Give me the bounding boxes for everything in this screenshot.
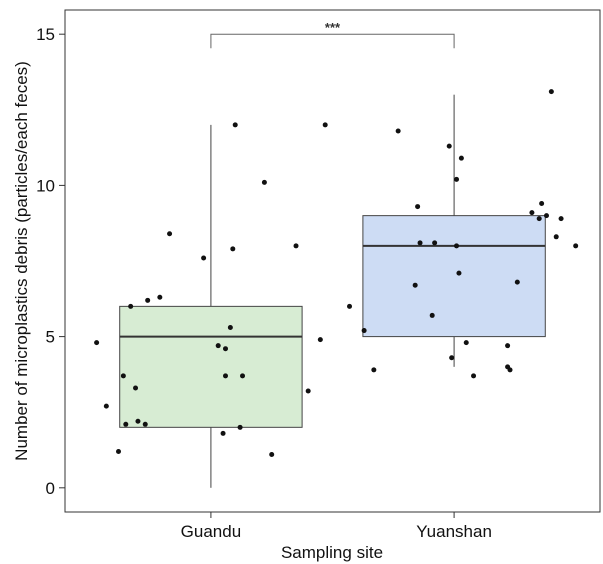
data-point (558, 216, 564, 222)
data-point (94, 340, 100, 346)
data-point (230, 246, 236, 252)
x-tick-label: Yuanshan (416, 522, 492, 541)
data-point (201, 255, 207, 261)
data-point (128, 303, 134, 309)
data-point (456, 270, 462, 276)
data-point (548, 89, 554, 95)
data-point (449, 355, 455, 361)
data-point (145, 297, 151, 303)
data-point (293, 243, 299, 249)
data-point (371, 367, 377, 373)
data-point (454, 243, 460, 249)
data-point (261, 179, 267, 185)
data-point (215, 343, 221, 349)
data-point (223, 346, 228, 352)
box-guandu (119, 305, 303, 428)
significance-bracket (210, 33, 455, 49)
data-point (505, 343, 511, 349)
data-point (529, 210, 535, 216)
data-point (116, 449, 121, 455)
data-point (463, 340, 469, 346)
data-point (142, 421, 148, 427)
data-point (415, 204, 421, 210)
data-point (417, 240, 423, 246)
data-point (514, 279, 520, 285)
data-point (471, 373, 477, 379)
significance-label: *** (325, 20, 341, 35)
data-point (361, 328, 367, 334)
data-point (539, 201, 545, 207)
data-point (412, 282, 418, 288)
data-point (536, 216, 542, 222)
data-point (446, 143, 452, 149)
significance-annotation: *** (210, 20, 455, 49)
axis-ticks: 0 5 10 15 Guandu Yuanshan (36, 25, 492, 541)
data-point (544, 213, 549, 219)
data-point (120, 373, 126, 379)
data-point (347, 303, 353, 309)
data-point (322, 122, 328, 128)
data-point (573, 243, 579, 249)
data-point (507, 367, 513, 373)
data-point (317, 337, 323, 343)
data-point (240, 373, 246, 379)
data-point (429, 312, 435, 318)
data-point (167, 231, 173, 237)
data-point (103, 403, 109, 409)
data-point (458, 155, 464, 161)
data-point (553, 234, 559, 240)
x-tick-label: Guandu (181, 522, 242, 541)
y-tick-label: 15 (36, 25, 55, 44)
data-point (157, 294, 163, 300)
boxes-layer (119, 94, 546, 488)
data-point (133, 385, 139, 391)
y-tick-label: 10 (36, 176, 55, 195)
data-point (223, 373, 228, 379)
data-point (395, 128, 401, 134)
box-yuanshan (362, 215, 546, 338)
data-point (305, 388, 311, 394)
data-point (237, 424, 243, 430)
x-axis-title: Sampling site (281, 543, 383, 562)
data-point (135, 418, 141, 424)
points-layer (94, 89, 579, 458)
data-point (432, 240, 438, 246)
y-tick-label: 0 (46, 479, 55, 498)
data-point (123, 421, 129, 427)
y-tick-label: 5 (46, 328, 55, 347)
y-axis-title: Number of microplastics debris (particle… (12, 61, 31, 461)
data-point (232, 122, 238, 128)
data-point (454, 176, 460, 182)
data-point (227, 325, 233, 331)
data-point (269, 452, 275, 458)
data-point (220, 430, 226, 436)
